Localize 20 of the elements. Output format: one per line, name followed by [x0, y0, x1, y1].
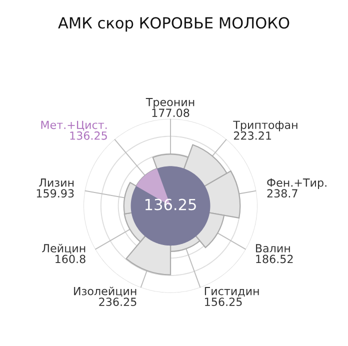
category-label: Лейцин — [42, 244, 86, 254]
category-label: Фен.+Тир. — [267, 178, 326, 189]
category-label: Триптофан — [233, 120, 298, 132]
data-label: 236.25 — [99, 298, 136, 306]
data-label: 186.52 — [256, 254, 293, 264]
category-label: Гистидин — [204, 287, 259, 297]
category-label: Мет.+Цист. — [41, 120, 107, 131]
data-label: 136.25 — [70, 131, 107, 140]
data-label: 177.08 — [152, 108, 190, 118]
category-label: Валин — [256, 244, 290, 252]
data-label: 223.21 — [234, 131, 272, 140]
category-label: Лизин — [39, 178, 74, 187]
data-label: 160.8 — [56, 254, 86, 264]
category-label: Изолейцин — [74, 286, 136, 297]
category-label: Треонин — [146, 98, 194, 108]
data-label: 238.7 — [267, 189, 298, 198]
text: АМК скор КОРОВЬЕ МОЛОКО — [58, 17, 290, 32]
data-label: 156.25 — [205, 298, 242, 306]
text: 136.25 — [145, 198, 196, 210]
data-label: 159.93 — [36, 189, 74, 198]
